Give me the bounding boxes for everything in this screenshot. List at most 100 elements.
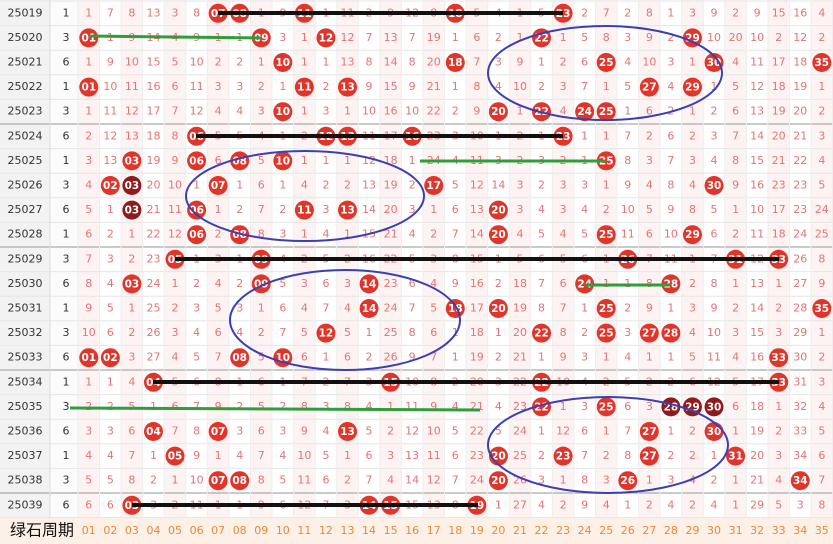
miss-count: 11 <box>103 105 117 118</box>
miss-count: 31 <box>793 375 807 388</box>
miss-count: 2 <box>150 474 157 487</box>
ball-number: 28 <box>664 328 679 340</box>
miss-count: 18 <box>750 400 764 413</box>
miss-count: 27 <box>793 277 807 290</box>
miss-count: 2 <box>495 277 502 290</box>
miss-count: 3 <box>603 474 610 487</box>
ball <box>553 126 573 146</box>
miss-count: 5 <box>279 474 286 487</box>
ball-number: 33 <box>771 352 786 364</box>
ball-number: 03 <box>125 180 140 192</box>
miss-count: 13 <box>146 6 160 19</box>
miss-count: 1 <box>322 154 329 167</box>
miss-count: 23 <box>793 203 807 216</box>
miss-count: 7 <box>538 277 545 290</box>
miss-count: 1 <box>775 277 782 290</box>
miss-count: 9 <box>624 179 631 192</box>
miss-count: 20 <box>750 449 764 462</box>
miss-count: 5 <box>215 302 222 315</box>
miss-count: 4 <box>689 474 696 487</box>
miss-count: 2 <box>344 179 351 192</box>
miss-count: 8 <box>624 449 631 462</box>
miss-count: 11 <box>707 351 721 364</box>
footer-number: 24 <box>578 524 592 537</box>
miss-count: 1 <box>667 351 674 364</box>
miss-count: 17 <box>772 203 786 216</box>
miss-count: 1 <box>667 302 674 315</box>
miss-count: 1 <box>150 400 157 413</box>
ball-number: 30 <box>707 426 722 438</box>
count: 6 <box>63 351 70 364</box>
miss-count: 9 <box>818 277 825 290</box>
miss-count: 6 <box>452 449 459 462</box>
miss-count: 21 <box>772 154 786 167</box>
miss-count: 9 <box>409 80 416 93</box>
miss-count: 6 <box>624 400 631 413</box>
miss-count: 9 <box>430 400 437 413</box>
miss-count: 18 <box>772 228 786 241</box>
miss-count: 4 <box>624 351 631 364</box>
miss-count: 4 <box>689 179 696 192</box>
ball-number: 12 <box>319 328 334 340</box>
miss-count: 2 <box>258 80 265 93</box>
miss-count: 9 <box>711 6 718 19</box>
miss-count: 1 <box>344 228 351 241</box>
miss-count: 12 <box>427 474 441 487</box>
miss-count: 6 <box>322 277 329 290</box>
miss-count: 9 <box>172 154 179 167</box>
miss-count: 4 <box>732 351 739 364</box>
miss-count: 3 <box>344 277 351 290</box>
ball <box>532 397 552 417</box>
miss-count: 7 <box>452 228 459 241</box>
annotations <box>69 11 779 507</box>
ball-number: 24 <box>577 106 592 118</box>
miss-count: 1 <box>344 154 351 167</box>
footer-number: 26 <box>621 524 635 537</box>
ball-number: 31 <box>728 451 743 463</box>
miss-count: 1 <box>452 351 459 364</box>
footer-number: 27 <box>642 524 656 537</box>
miss-count: 12 <box>125 105 139 118</box>
miss-count: 10 <box>82 326 96 339</box>
blue-ellipse <box>487 25 723 121</box>
miss-count: 1 <box>732 425 739 438</box>
miss-count: 15 <box>772 6 786 19</box>
miss-count: 2 <box>667 31 674 44</box>
miss-count: 16 <box>750 351 764 364</box>
ball-number: 25 <box>599 57 614 69</box>
footer-number: 04 <box>146 524 160 537</box>
miss-count: 2 <box>775 425 782 438</box>
miss-count: 19 <box>384 179 398 192</box>
ball <box>596 53 616 72</box>
ball-number: 29 <box>685 229 700 241</box>
ball <box>639 77 659 97</box>
miss-count: 6 <box>344 351 351 364</box>
miss-count: 10 <box>362 105 376 118</box>
footer-number: 02 <box>103 524 117 537</box>
miss-count: 24 <box>384 302 398 315</box>
ball <box>596 299 616 318</box>
ball <box>575 274 595 294</box>
miss-count: 21 <box>384 228 398 241</box>
ball-number: 12 <box>319 32 334 44</box>
issue: 25019 <box>8 6 43 19</box>
miss-count: 24 <box>146 277 160 290</box>
ball-number: 02 <box>103 180 118 192</box>
miss-count: 4 <box>452 400 459 413</box>
miss-count: 2 <box>603 203 610 216</box>
ball-number: 34 <box>793 475 808 487</box>
count: 3 <box>63 474 70 487</box>
miss-count: 11 <box>750 228 764 241</box>
ball <box>769 348 789 368</box>
miss-count: 1 <box>322 56 329 69</box>
ball <box>618 471 638 491</box>
miss-count: 26 <box>384 351 398 364</box>
miss-count: 9 <box>366 80 373 93</box>
miss-count: 6 <box>301 351 308 364</box>
miss-count: 6 <box>172 400 179 413</box>
miss-count: 7 <box>667 154 674 167</box>
miss-count: 25 <box>815 228 829 241</box>
miss-count: 2 <box>624 302 631 315</box>
miss-count: 20 <box>729 31 743 44</box>
miss-count: 7 <box>322 302 329 315</box>
